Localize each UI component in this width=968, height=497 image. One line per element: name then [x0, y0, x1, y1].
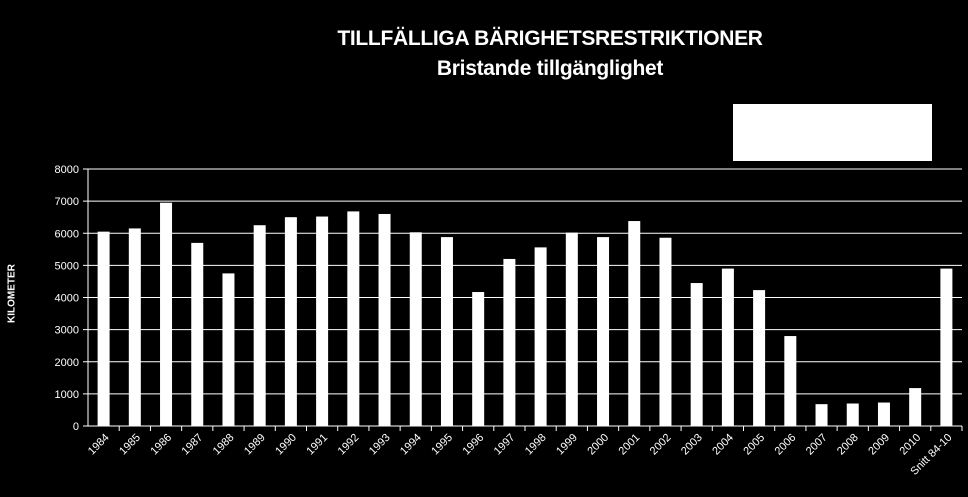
axes	[83, 168, 963, 431]
x-tick-label: 1986	[148, 432, 174, 458]
x-tick-label: 1995	[429, 432, 455, 458]
bar-2009	[877, 402, 890, 426]
x-tick-label: 2008	[835, 432, 861, 458]
bar-1984	[97, 231, 110, 426]
bar-1990	[284, 217, 297, 426]
x-tick-label: 2010	[898, 432, 924, 458]
bar-2004	[721, 268, 734, 426]
chart-subtitle: Bristande tillgänglighet	[436, 57, 664, 80]
x-tick-label: 1987	[180, 432, 206, 458]
bar-1986	[160, 202, 173, 426]
x-tick-label: 1985	[117, 432, 143, 458]
bar-1995	[440, 237, 453, 426]
bar-1998	[534, 247, 547, 426]
x-tick-label: 1993	[367, 432, 393, 458]
bar-1992	[347, 211, 360, 426]
x-tick-label: 2009	[866, 432, 892, 458]
bar-1996	[472, 292, 485, 426]
y-tick-label: 4000	[55, 293, 79, 305]
bar-2003	[690, 283, 703, 426]
bar-2002	[659, 237, 672, 426]
x-tick-label: 2004	[710, 432, 736, 458]
x-tick-label: 2007	[804, 432, 830, 458]
bar-2001	[628, 221, 641, 426]
y-tick-label: 7000	[55, 196, 79, 208]
x-tick-label: 1998	[523, 432, 549, 458]
x-tick-label: 1988	[211, 432, 237, 458]
x-tick-label: 1999	[554, 432, 580, 458]
bars	[97, 202, 953, 426]
y-tick-label: 8000	[55, 164, 79, 176]
bar-1999	[565, 232, 578, 426]
x-tick-label: 1984	[86, 432, 112, 458]
chart-title-block: TILLFÄLLIGA BÄRIGHETSRESTRIKTIONER Brist…	[0, 24, 968, 84]
bar-1985	[128, 228, 141, 426]
legend-box	[733, 104, 932, 161]
x-tick-label: 2001	[617, 432, 643, 458]
x-tick-label: 2003	[679, 432, 705, 458]
gridlines	[88, 168, 962, 395]
bar-2005	[753, 290, 766, 426]
bar-snitt-84-10	[940, 268, 953, 426]
x-tick-label: 2006	[773, 432, 799, 458]
bar-1991	[316, 216, 329, 426]
x-tick-label: 1990	[273, 432, 299, 458]
y-tick-label: 5000	[55, 260, 79, 272]
x-tick-labels: 1984 1985 1986 1987 1988 1989 1990 1991 1992 1993…	[86, 432, 955, 478]
x-tick-label: 1996	[461, 432, 487, 458]
x-tick-label: 1994	[398, 432, 424, 458]
y-tick-label: 1000	[55, 389, 79, 401]
bar-1989	[253, 225, 266, 426]
bar-2006	[784, 336, 797, 426]
chart-title: TILLFÄLLIGA BÄRIGHETSRESTRIKTIONER	[337, 27, 763, 50]
bar-2008	[846, 403, 859, 426]
bar-1994	[409, 232, 422, 426]
y-tick-label: 0	[73, 421, 79, 433]
bar-1987	[191, 242, 204, 426]
bar-2010	[909, 388, 922, 426]
y-tick-label: 2000	[55, 357, 79, 369]
bar-1997	[503, 258, 516, 426]
x-tick-label: 1989	[242, 432, 268, 458]
x-tick-label: 1991	[304, 432, 330, 458]
y-tick-label: 6000	[55, 228, 79, 240]
bar-2007	[815, 404, 828, 426]
x-tick-label: 2002	[648, 432, 674, 458]
bar-2000	[597, 237, 610, 426]
x-tick-label: 1992	[336, 432, 362, 458]
x-tick-label: 2005	[741, 432, 767, 458]
x-tick-label: 2000	[585, 432, 611, 458]
bar-1988	[222, 273, 235, 426]
bar-1993	[378, 213, 391, 426]
y-tick-labels: 0 1000 2000 3000 4000 5000 6000 7000 8000	[55, 164, 79, 433]
x-tick-label: 1997	[492, 432, 518, 458]
y-tick-label: 3000	[55, 325, 79, 337]
